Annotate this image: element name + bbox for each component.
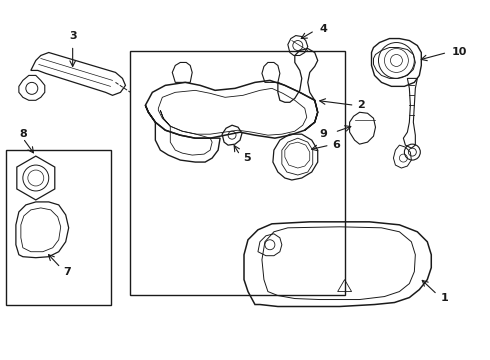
Text: 7: 7 <box>64 267 72 276</box>
Bar <box>130 50 344 294</box>
Text: 4: 4 <box>319 24 328 33</box>
Text: 9: 9 <box>320 129 328 139</box>
Text: 2: 2 <box>358 100 366 110</box>
Text: 3: 3 <box>69 31 76 41</box>
Text: 1: 1 <box>440 293 448 302</box>
Text: 5: 5 <box>243 153 250 163</box>
Text: 6: 6 <box>333 140 341 150</box>
Text: 8: 8 <box>19 129 26 139</box>
Bar <box>6 150 111 305</box>
Text: 10: 10 <box>451 48 466 58</box>
